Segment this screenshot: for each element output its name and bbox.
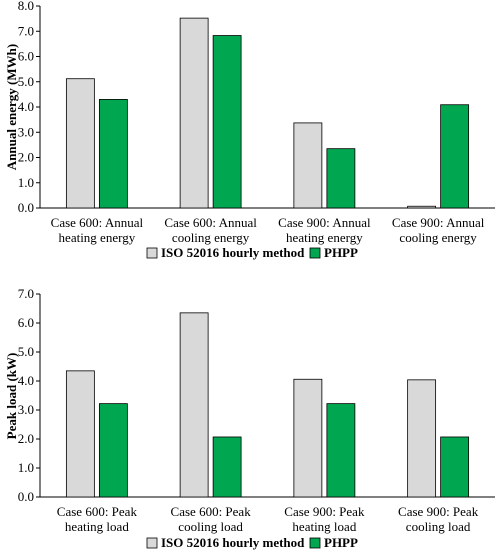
bar-phpp	[326, 403, 356, 498]
legend-label-phpp: PHPP	[324, 535, 358, 550]
bar-phpp	[98, 403, 128, 498]
bar-phpp	[212, 35, 242, 209]
bar-iso	[65, 78, 95, 209]
x-category-label: heating energy	[59, 230, 136, 245]
legend-swatch-iso	[146, 537, 158, 549]
x-category-label: Case 900: Annual	[278, 215, 371, 230]
x-category-label: Case 600: Annual	[51, 215, 144, 230]
x-category-label: Case 600: Peak	[171, 504, 252, 519]
bar-phpp	[212, 436, 242, 498]
y-tick-label: 1.0	[18, 460, 34, 475]
annual-energy-chart: Annual energy (MWh) 0.0 1.0 2.0 3.0 4.0 5.0 6.0…	[4, 0, 495, 260]
y-axis-label: Peak load (kW)	[4, 353, 19, 440]
legend-swatch-iso	[146, 247, 158, 259]
y-tick-label: 3.0	[18, 402, 34, 417]
bar-iso	[407, 205, 437, 209]
y-tick-label: 0.0	[18, 200, 34, 215]
bar-phpp	[440, 436, 470, 498]
x-category-label: Case 600: Annual	[164, 215, 257, 230]
x-category-label: cooling energy	[399, 230, 477, 245]
y-tick-label: 7.0	[18, 286, 34, 301]
bar-iso	[293, 122, 323, 209]
bar-iso	[179, 312, 209, 498]
y-tick-label: 5.0	[18, 344, 34, 359]
x-category-label: heating load	[292, 519, 356, 534]
y-tick-label: 2.0	[18, 431, 34, 446]
x-category-label: Case 900: Annual	[392, 215, 485, 230]
y-tick-label: 5.0	[18, 74, 34, 89]
bar-iso	[179, 17, 209, 209]
y-tick-label: 1.0	[18, 175, 34, 190]
bar-phpp	[440, 104, 470, 209]
y-tick-label: 8.0	[18, 0, 34, 13]
y-axis-label: Annual energy (MWh)	[4, 44, 19, 170]
x-category-label: heating load	[65, 519, 129, 534]
legend-swatch-phpp	[309, 537, 321, 549]
bar-iso	[65, 370, 95, 498]
y-tick-label: 4.0	[18, 99, 34, 114]
x-category-label: cooling load	[406, 519, 471, 534]
x-category-label: Case 900: Peak	[398, 504, 479, 519]
y-tick-label: 0.0	[18, 489, 34, 504]
legend-label-iso: ISO 52016 hourly method	[161, 245, 305, 260]
peak-load-chart: Peak load (kW) 0.0 1.0 2.0 3.0 4.0 5.0 6.0 7.0 Ca…	[4, 286, 495, 550]
legend-swatch-phpp	[309, 247, 321, 259]
y-tick-label: 7.0	[18, 23, 34, 38]
x-category-label: Case 900: Peak	[284, 504, 365, 519]
legend-label-phpp: PHPP	[324, 245, 358, 260]
y-tick-label: 4.0	[18, 373, 34, 388]
x-category-label: heating energy	[286, 230, 363, 245]
bar-iso	[407, 379, 437, 498]
x-category-label: cooling load	[178, 519, 243, 534]
y-tick-label: 6.0	[18, 315, 34, 330]
x-category-label: cooling energy	[172, 230, 250, 245]
y-tick-label: 3.0	[18, 124, 34, 139]
x-category-label: Case 600: Peak	[57, 504, 138, 519]
legend-label-iso: ISO 52016 hourly method	[161, 535, 305, 550]
bar-iso	[293, 378, 323, 498]
bar-phpp	[98, 99, 128, 209]
bar-phpp	[326, 148, 356, 209]
y-tick-label: 6.0	[18, 49, 34, 64]
y-tick-label: 2.0	[18, 150, 34, 165]
